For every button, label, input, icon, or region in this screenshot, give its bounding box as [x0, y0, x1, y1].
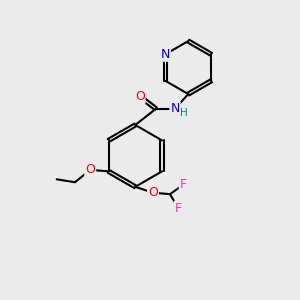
- Text: O: O: [85, 164, 95, 176]
- Text: H: H: [180, 108, 188, 118]
- Text: N: N: [160, 48, 170, 61]
- Text: O: O: [135, 90, 145, 103]
- Text: F: F: [175, 202, 182, 215]
- Text: O: O: [148, 186, 158, 199]
- Text: F: F: [180, 178, 187, 191]
- Text: N: N: [170, 102, 180, 115]
